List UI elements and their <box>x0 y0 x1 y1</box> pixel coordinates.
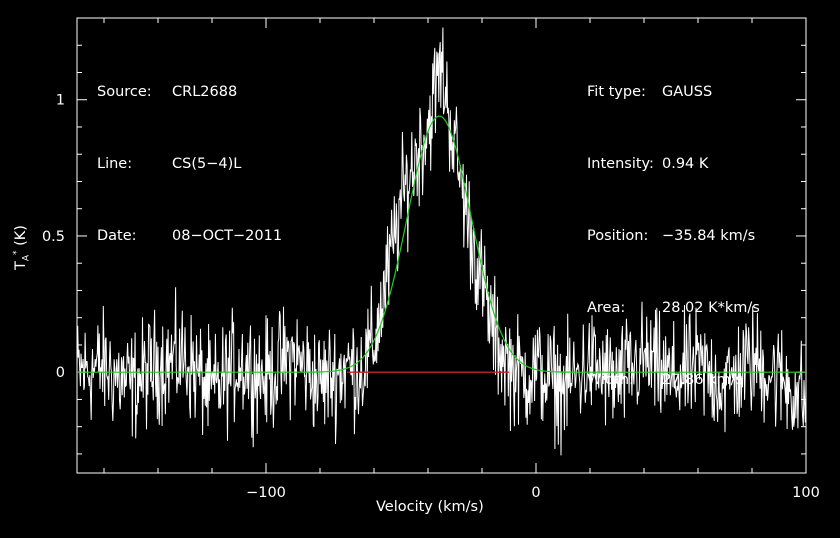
gaussian-fit-line <box>77 115 806 373</box>
source-value: CRL2688 <box>172 84 238 100</box>
spectrum-line <box>76 27 807 456</box>
intensity-label: Intensity: <box>587 156 654 172</box>
position-row: Position: −35.84 km/s <box>587 224 760 248</box>
width-value: 27.86 km/s <box>662 372 744 388</box>
fit-type-row: Fit type: GAUSS <box>587 80 760 104</box>
position-label: Position: <box>587 228 649 244</box>
width-label: Width: <box>587 372 635 388</box>
area-value: 28.02 K*km/s <box>662 300 760 316</box>
intensity-value: 0.94 K <box>662 156 709 172</box>
width-row: Width: 27.86 km/s <box>587 368 760 392</box>
y-tick-label: 1 <box>56 93 65 109</box>
fit-type-label: Fit type: <box>587 84 646 100</box>
x-tick-label: 0 <box>531 485 540 501</box>
axis-ticks <box>77 18 807 473</box>
line-label: Line: <box>97 156 133 172</box>
axis-tick-labels: −100 0 100 0 0.5 1 <box>42 93 820 501</box>
fit-type-value: GAUSS <box>662 84 713 100</box>
y-axis-label-main: T <box>12 261 29 270</box>
source-row: Source: CRL2688 <box>97 80 282 104</box>
line-value: CS(5−4)L <box>172 156 242 172</box>
position-value: −35.84 km/s <box>662 228 756 244</box>
intensity-row: Intensity: 0.94 K <box>587 152 760 176</box>
line-row: Line: CS(5−4)L <box>97 152 282 176</box>
x-tick-label: 100 <box>792 485 820 501</box>
y-tick-label: 0 <box>56 365 65 381</box>
plot-frame <box>76 17 807 474</box>
date-value: 08−OCT−2011 <box>172 228 283 244</box>
y-tick-label: 0.5 <box>42 229 65 245</box>
y-axis-label-sub: A <box>21 254 32 262</box>
date-label: Date: <box>97 228 137 244</box>
y-axis-label-unit: (K) <box>12 225 29 251</box>
y-axis-label: TA* (K) <box>12 225 32 270</box>
source-label: Source: <box>97 84 152 100</box>
source-info: Source: CRL2688 Line: CS(5−4)L Date: 08−OCT… <box>97 32 282 272</box>
x-axis-label: Velocity (km/s) <box>376 499 484 515</box>
date-row: Date: 08−OCT−2011 <box>97 224 282 248</box>
area-label: Area: <box>587 300 626 316</box>
y-axis-label-sup: * <box>12 250 22 255</box>
fit-info: Fit type: GAUSS Intensity: 0.94 K Position… <box>587 32 760 416</box>
x-tick-label: −100 <box>246 485 286 501</box>
area-row: Area: 28.02 K*km/s <box>587 296 760 320</box>
